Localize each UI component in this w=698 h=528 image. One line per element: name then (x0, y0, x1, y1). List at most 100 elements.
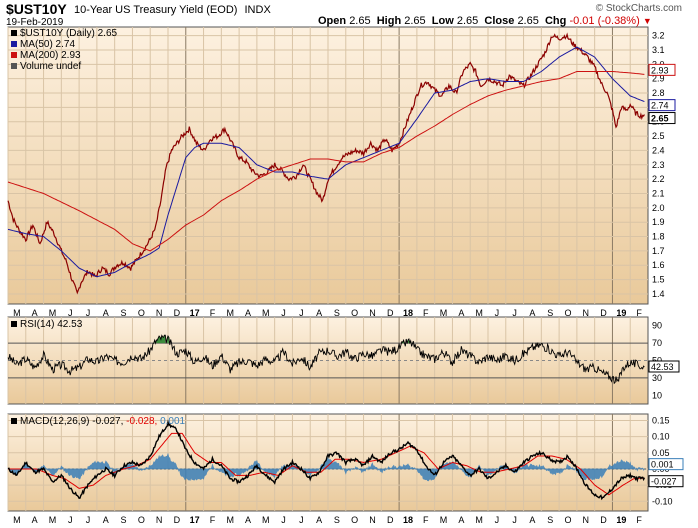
price-ytick-label: 1.9 (652, 217, 665, 227)
month-label: O (138, 515, 145, 525)
month-label: M (262, 515, 270, 525)
close-label: Close (484, 15, 515, 27)
month-label: 19 (616, 308, 626, 318)
macd-legend-swatch (11, 418, 17, 424)
rsi-badge (648, 360, 680, 373)
month-label: S (547, 515, 553, 525)
month-label: A (316, 515, 322, 525)
price-badge (648, 112, 676, 125)
month-label: S (334, 515, 340, 525)
month-label: F (636, 515, 642, 525)
high-value: 2.65 (404, 15, 426, 27)
rsi-ytick-label: 30 (652, 373, 662, 383)
month-label: J (281, 515, 286, 525)
month-label: N (156, 515, 163, 525)
month-label: A (245, 515, 251, 525)
price-badge (648, 63, 676, 76)
month-label: S (121, 515, 127, 525)
month-label: N (369, 515, 376, 525)
ohlc-summary: Open 2.65 High 2.65 Low 2.65 Close 2.65 … (318, 15, 652, 27)
macd-badge (648, 475, 684, 488)
legend-swatch (11, 52, 17, 58)
rsi-legend: RSI(14) 42.53 (20, 319, 83, 330)
month-label: D (174, 308, 181, 318)
price-badge (648, 99, 676, 112)
month-label: J (299, 515, 304, 525)
chg-label: Chg (544, 15, 567, 27)
macd-ytick-label: 0.10 (652, 432, 670, 442)
month-label: N (583, 308, 590, 318)
month-label: N (583, 515, 590, 525)
macd-ytick-label: -0.10 (652, 496, 673, 506)
month-label: F (423, 308, 429, 318)
macd-badge (648, 458, 684, 471)
ticker-description: 10-Year US Treasury Yield (EOD) INDX (74, 4, 271, 16)
month-label: D (387, 515, 394, 525)
month-label: S (334, 308, 340, 318)
month-label: M (49, 515, 57, 525)
month-label: J (495, 515, 500, 525)
macd-legend-part: -0.028, (126, 416, 160, 427)
month-label: N (369, 308, 376, 318)
open-label: Open (318, 15, 347, 27)
low-label: Low (431, 15, 454, 27)
month-label: 18 (403, 515, 413, 525)
price-ytick-label: 2.2 (652, 174, 665, 184)
month-label: A (458, 515, 464, 525)
exchange-text: INDX (244, 4, 271, 16)
month-label: D (174, 515, 181, 525)
month-label: A (32, 515, 38, 525)
month-label: J (68, 515, 73, 525)
month-label: M (226, 308, 234, 318)
rsi-ytick-label: 90 (652, 321, 662, 331)
macd-badge-label: -0.027 (651, 477, 677, 487)
month-label: 17 (190, 308, 200, 318)
ticker-symbol: $UST10Y (6, 1, 67, 17)
legend-entry: MA(50) 2.74 (20, 39, 75, 50)
month-label: A (316, 308, 322, 318)
legend-entry: $UST10Y (Daily) 2.65 (20, 28, 118, 39)
description-text: 10-Year US Treasury Yield (EOD) (74, 4, 238, 16)
month-label: 19 (616, 515, 626, 525)
legend-swatch (11, 41, 17, 47)
month-label: J (299, 308, 304, 318)
month-label: S (121, 308, 127, 318)
month-label: 17 (190, 515, 200, 525)
price-ytick-label: 2.5 (652, 131, 665, 141)
high-label: High (376, 15, 402, 27)
macd-ytick-label: 0.05 (652, 448, 670, 458)
price-ytick-label: 1.5 (652, 275, 665, 285)
ma50-line (7, 46, 645, 278)
rsi-line (7, 334, 645, 385)
price-ytick-label: 1.4 (652, 289, 665, 299)
chg-value: -0.01 (-0.38%) (569, 15, 640, 27)
month-label: M (440, 308, 448, 318)
open-value: 2.65 (349, 15, 371, 27)
ma200-line (7, 71, 645, 252)
brand-watermark: © StockCharts.com (595, 3, 682, 14)
price-ytick-label: 3.1 (652, 45, 665, 55)
month-label: A (245, 308, 251, 318)
month-label: O (564, 515, 571, 525)
price-ytick-label: 2.9 (652, 74, 665, 84)
month-label: J (281, 308, 286, 318)
month-label: S (547, 308, 553, 318)
month-label: D (600, 308, 607, 318)
low-value: 2.65 (456, 15, 479, 27)
month-label: J (86, 308, 91, 318)
legend-swatch (11, 30, 17, 36)
month-label: O (351, 308, 358, 318)
month-label: A (103, 515, 109, 525)
macd-legend-part: 0.001 (160, 416, 185, 427)
macd-legend: MACD(12,26,9) -0.027, -0.028, 0.001 (20, 416, 186, 427)
month-label: M (475, 308, 483, 318)
month-label: F (210, 308, 216, 318)
month-label: A (529, 308, 535, 318)
month-label: M (13, 308, 21, 318)
price-ytick-label: 2.0 (652, 203, 665, 213)
month-label: J (512, 308, 517, 318)
month-label: D (387, 308, 394, 318)
price-ytick-label: 1.7 (652, 246, 665, 256)
macd-legend-part: MACD(12,26,9) (20, 416, 92, 427)
